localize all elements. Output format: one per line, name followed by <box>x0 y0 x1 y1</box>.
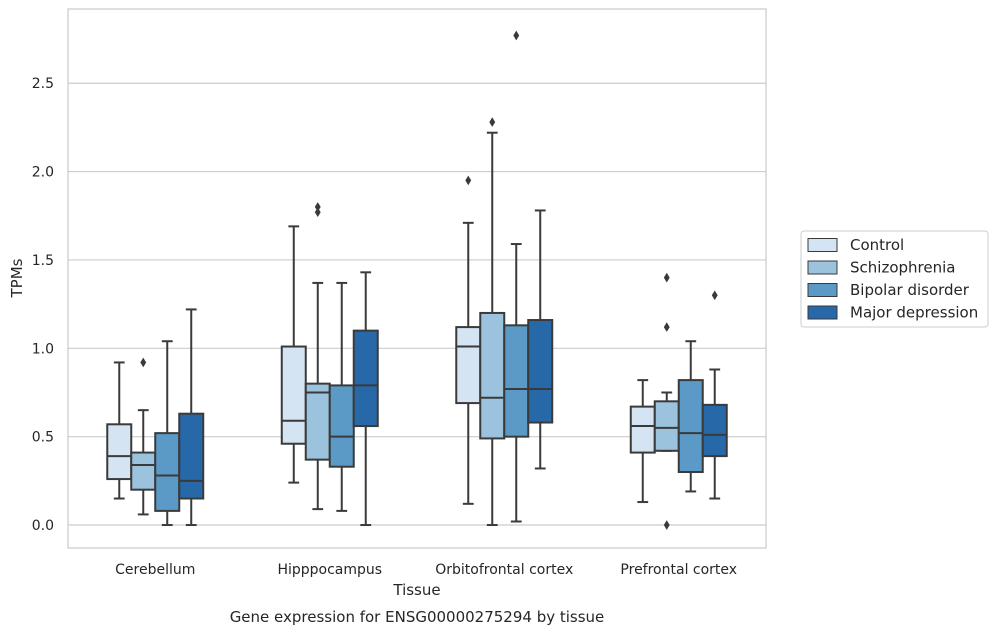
outlier-point <box>663 520 670 530</box>
box-major-depression <box>701 290 728 500</box>
box-control <box>455 175 482 505</box>
box-body <box>280 345 307 445</box>
x-axis-ticks: Cerebellum Hipppocampus Orbitofrontal cort… <box>115 562 737 578</box>
outlier-point <box>314 202 321 212</box>
box-body <box>455 326 482 405</box>
legend-swatch <box>807 238 838 252</box>
box-major-depression <box>178 308 205 527</box>
x-tick-label: Cerebellum <box>115 562 195 578</box>
plot-area-frame <box>67 8 767 549</box>
x-tick-label: Prefrontal cortex <box>620 562 737 578</box>
box-body <box>527 319 554 424</box>
legend-swatch <box>807 305 838 320</box>
box-body <box>677 379 704 474</box>
y-tick-label: 2.0 <box>32 165 54 181</box>
legend: Control Schizophrenia Bipolar disorder Majo… <box>800 230 989 328</box>
y-tick-label: 0.0 <box>32 518 54 534</box>
box-control <box>106 361 133 500</box>
x-tick-label: Orbitofrontal cortex <box>435 562 573 578</box>
box-major-depression <box>352 271 379 527</box>
box-body <box>178 412 205 500</box>
y-tick-label: 0.5 <box>32 430 54 446</box>
box-schizophrenia <box>130 357 157 516</box>
box-bipolar-disorder <box>154 340 181 527</box>
outlier-point <box>314 207 321 218</box>
legend-swatch <box>807 260 838 275</box>
y-tick-label: 1.0 <box>32 341 54 357</box>
legend-swatch <box>807 283 838 297</box>
y-tick-label: 2.5 <box>32 76 54 92</box>
outlier-point <box>711 290 718 301</box>
box-body <box>154 432 181 512</box>
box-series-layer <box>106 30 728 530</box>
box-body <box>352 329 379 428</box>
outlier-point <box>465 175 472 186</box>
box-body <box>701 403 728 458</box>
box-schizophrenia <box>304 202 331 511</box>
legend-label: Bipolar disorder <box>850 281 970 299</box>
figure-caption: Gene expression for ENSG00000275294 by t… <box>230 608 605 626</box>
y-axis-ticks: 0.0 0.5 1.0 1.5 2.0 2.5 <box>32 76 54 534</box>
outlier-point <box>140 357 147 368</box>
box-bipolar-disorder <box>503 30 530 523</box>
legend-label: Major depression <box>850 304 978 322</box>
legend-label: Schizophrenia <box>850 259 955 277</box>
box-body <box>304 382 331 461</box>
outlier-point <box>489 117 496 127</box>
y-axis-label: TPMs <box>8 258 26 298</box>
box-control <box>280 225 307 484</box>
y-tick-label: 1.5 <box>32 253 54 269</box>
box-schizophrenia <box>653 272 680 530</box>
x-tick-label: Hipppocampus <box>277 562 382 578</box>
box-body <box>328 384 355 468</box>
legend-frame <box>800 230 989 328</box>
box-body <box>479 311 506 440</box>
box-body <box>130 451 157 491</box>
box-control <box>629 379 656 504</box>
x-axis-label: Tissue <box>392 581 440 599</box>
outlier-point <box>663 272 670 283</box>
box-bipolar-disorder <box>328 281 355 512</box>
box-body <box>629 405 656 454</box>
outlier-point <box>513 30 520 41</box>
box-major-depression <box>527 209 554 470</box>
box-body <box>106 423 133 481</box>
box-body <box>503 324 530 438</box>
outlier-point <box>663 322 670 332</box>
box-schizophrenia <box>479 117 506 527</box>
box-body <box>653 400 680 452</box>
legend-label: Control <box>850 236 904 254</box>
box-bipolar-disorder <box>677 340 704 493</box>
